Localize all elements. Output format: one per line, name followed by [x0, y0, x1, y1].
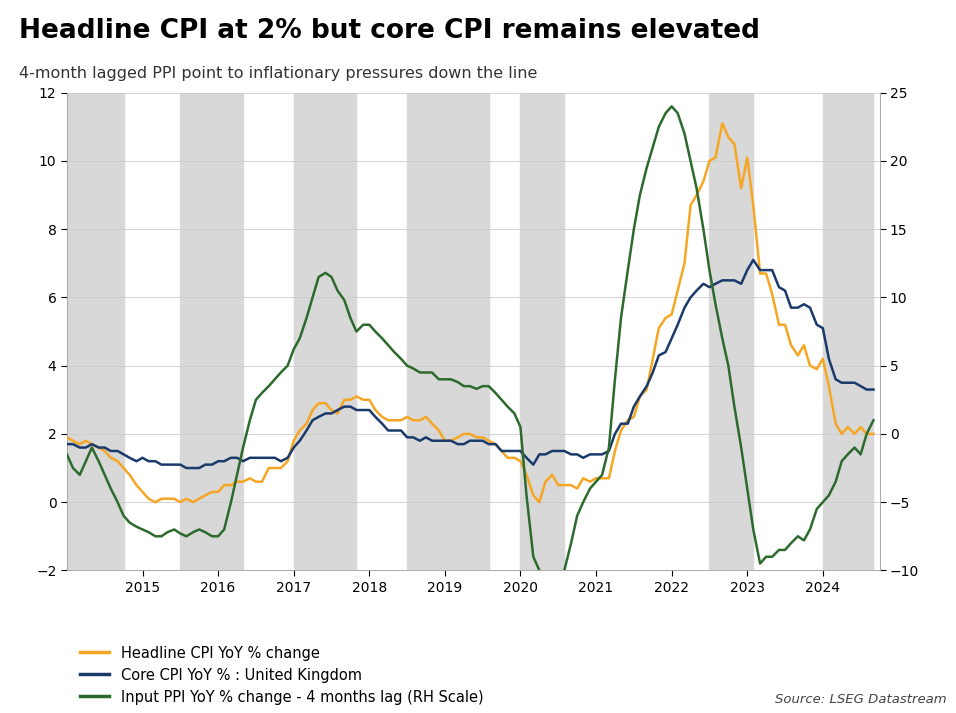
Bar: [293, 93, 357, 570]
Legend: Headline CPI YoY % change, Core CPI YoY % : United Kingdom, Input PPI YoY % chan: Headline CPI YoY % change, Core CPI YoY …: [75, 640, 489, 711]
Text: Source: LSEG Datastream: Source: LSEG Datastream: [774, 693, 946, 706]
Bar: [181, 93, 243, 570]
Bar: [823, 93, 874, 570]
Bar: [520, 93, 564, 570]
Bar: [407, 93, 489, 570]
Bar: [709, 93, 753, 570]
Text: 4-month lagged PPI point to inflationary pressures down the line: 4-month lagged PPI point to inflationary…: [19, 66, 537, 81]
Bar: [67, 93, 123, 570]
Text: Headline CPI at 2% but core CPI remains elevated: Headline CPI at 2% but core CPI remains …: [19, 18, 760, 43]
